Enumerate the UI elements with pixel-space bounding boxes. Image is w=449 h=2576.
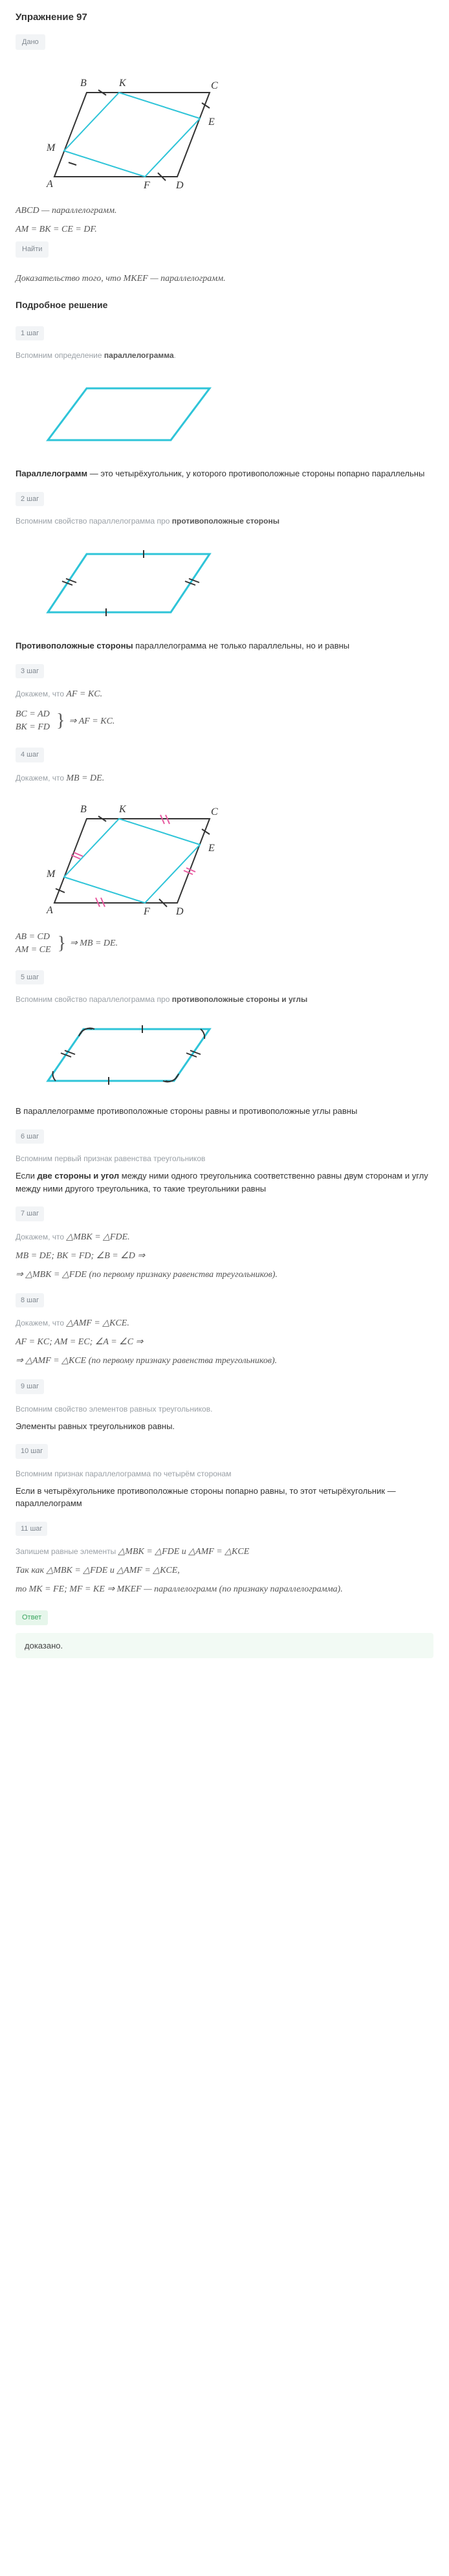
badge-naiti: Найти — [16, 241, 49, 258]
badge-otvet: Ответ — [16, 1610, 48, 1625]
step-1-note: Вспомним определение параллелограмма. — [16, 350, 433, 361]
s5p: Вспомним свойство параллелограмма про — [16, 995, 172, 1004]
svg-text:D: D — [175, 906, 184, 917]
s8p: Докажем, что — [16, 1318, 66, 1327]
s3m: AF = KC. — [66, 689, 102, 699]
elem-equal: Элементы равных треугольников равны. — [16, 1420, 433, 1433]
step-6-note: Вспомним первый признак равенства треуго… — [16, 1153, 433, 1164]
four-sides: Если в четырёхугольнике противоположные … — [16, 1485, 433, 1510]
step8-l2: ⇒ △AMF = △KCE (по первому признаку равен… — [16, 1354, 433, 1368]
step-10-badge: 10 шаг — [16, 1444, 48, 1459]
step-5-badge: 5 шаг — [16, 970, 44, 985]
s11p: Запишем равные элементы — [16, 1547, 118, 1556]
step-5-note: Вспомним свойство параллелограмма про пр… — [16, 994, 433, 1005]
svg-text:F: F — [143, 180, 150, 191]
given-line2: AM = BK = CE = DF. — [16, 223, 433, 236]
s4p: Докажем, что — [16, 773, 66, 783]
svg-text:M: M — [46, 142, 56, 153]
svg-text:C: C — [211, 806, 218, 817]
badge-dano: Дано — [16, 34, 45, 50]
step-7-badge: 7 шаг — [16, 1206, 44, 1221]
svg-text:E: E — [208, 117, 215, 128]
answer-box: доказано. — [16, 1633, 433, 1659]
s5b: противоположные стороны и углы — [172, 995, 308, 1004]
brace-1: BC = AD BK = FD } ⇒ AF = KC. — [16, 707, 433, 735]
s3p: Докажем, что — [16, 689, 66, 698]
figure-4: B K C E M A F D — [16, 793, 235, 922]
svg-text:F: F — [143, 906, 150, 917]
given-line1: ABCD — параллелограмм. — [16, 204, 433, 217]
svg-text:A: A — [46, 905, 53, 916]
step-1-note-pre: Вспомним определение — [16, 351, 104, 360]
s2b: противоположные стороны — [172, 516, 279, 526]
step-2-badge: 2 шаг — [16, 492, 44, 507]
step-9-note: Вспомним свойство элементов равных треуг… — [16, 1403, 433, 1415]
os-b: Противоположные стороны — [16, 641, 133, 650]
step-3-note: Докажем, что AF = KC. — [16, 687, 433, 701]
b2r: MB = DE. — [80, 937, 118, 950]
parallelogram-def: Параллелограмм — это четырёхугольник, у … — [16, 467, 433, 480]
figure-1: B K C E M A F D — [16, 67, 235, 196]
pdef-post: — это четырёхугольник, у которого против… — [87, 469, 424, 478]
final-l2: то MK = FE; MF = KE ⇒ MKEF — параллелогр… — [16, 1582, 433, 1596]
s8m: △AMF = △KCE. — [66, 1318, 129, 1328]
step7-l2: ⇒ △MBK = △FDE (по первому признаку равен… — [16, 1268, 433, 1282]
page-title: Упражнение 97 — [16, 10, 433, 25]
step-7-note: Докажем, что △MBK = △FDE. — [16, 1230, 433, 1244]
s7p: Докажем, что — [16, 1232, 66, 1241]
tsa-pre: Если — [16, 1171, 37, 1181]
step-1-badge: 1 шаг — [16, 326, 44, 341]
svg-text:E: E — [208, 843, 215, 854]
brace1-sym: } — [56, 707, 65, 735]
final-l1: Так как △MBK = △FDE и △AMF = △KCE, — [16, 1564, 433, 1577]
step-1-note-bold: параллелограмма — [104, 351, 174, 360]
b2l1: AB = CD — [16, 931, 51, 944]
step7-l1: MB = DE; BK = FD; ∠B = ∠D ⇒ — [16, 1249, 433, 1263]
svg-text:B: B — [80, 78, 87, 89]
solution-header: Подробное решение — [16, 298, 433, 312]
angles-prop: В параллелограмме противоположные сторон… — [16, 1105, 433, 1118]
step-2-note: Вспомним свойство параллелограмма про пр… — [16, 515, 433, 527]
s7m: △MBK = △FDE. — [66, 1232, 129, 1242]
step-11-badge: 11 шаг — [16, 1522, 47, 1537]
two-sides-angle: Если две стороны и угол между ними одног… — [16, 1170, 433, 1195]
os-p: параллелограмма не только параллельны, н… — [133, 641, 350, 650]
s11m: △MBK = △FDE и △AMF = △KCE — [118, 1547, 250, 1557]
svg-text:A: A — [46, 179, 53, 190]
svg-text:B: B — [80, 804, 87, 815]
b1l1: BC = AD — [16, 708, 50, 721]
step-6-badge: 6 шаг — [16, 1129, 44, 1144]
step-10-note: Вспомним признак параллелограмма по четы… — [16, 1468, 433, 1480]
svg-text:K: K — [118, 78, 127, 89]
b2arrow: ⇒ — [70, 937, 80, 950]
b1l2: BK = FD — [16, 721, 50, 734]
step-4-note: Докажем, что MB = DE. — [16, 772, 433, 785]
step-8-note: Докажем, что △AMF = △KCE. — [16, 1316, 433, 1330]
svg-text:C: C — [211, 80, 218, 91]
tsa-b: две стороны и угол — [37, 1171, 119, 1181]
figure-5 — [16, 1013, 235, 1097]
step-8-badge: 8 шаг — [16, 1293, 44, 1308]
svg-text:M: M — [46, 869, 56, 880]
svg-text:K: K — [118, 804, 127, 815]
step8-l1: AF = KC; AM = EC; ∠A = ∠C ⇒ — [16, 1335, 433, 1349]
s4m: MB = DE. — [66, 773, 104, 783]
step-1-note-post: . — [174, 351, 176, 360]
s2p: Вспомним свойство параллелограмма про — [16, 516, 172, 526]
figure-2 — [16, 369, 235, 460]
step-4-badge: 4 шаг — [16, 748, 44, 762]
find-text: Доказательство того, что MKEF — параллел… — [16, 272, 433, 285]
figure-3 — [16, 535, 235, 632]
opp-sides-text: Противоположные стороны параллелограмма … — [16, 639, 433, 652]
pdef-pre: Параллелограмм — [16, 469, 87, 478]
step-3-badge: 3 шаг — [16, 664, 44, 679]
b1r: AF = KC. — [79, 715, 115, 728]
svg-text:D: D — [175, 180, 184, 191]
step-9-badge: 9 шаг — [16, 1379, 44, 1394]
step-11-note: Запишем равные элементы △MBK = △FDE и △A… — [16, 1545, 433, 1559]
b1arrow: ⇒ — [69, 715, 78, 728]
b2l2: AM = CE — [16, 944, 51, 957]
brace-2: AB = CD AM = CE } ⇒ MB = DE. — [16, 930, 433, 957]
brace2-sym: } — [58, 930, 66, 957]
